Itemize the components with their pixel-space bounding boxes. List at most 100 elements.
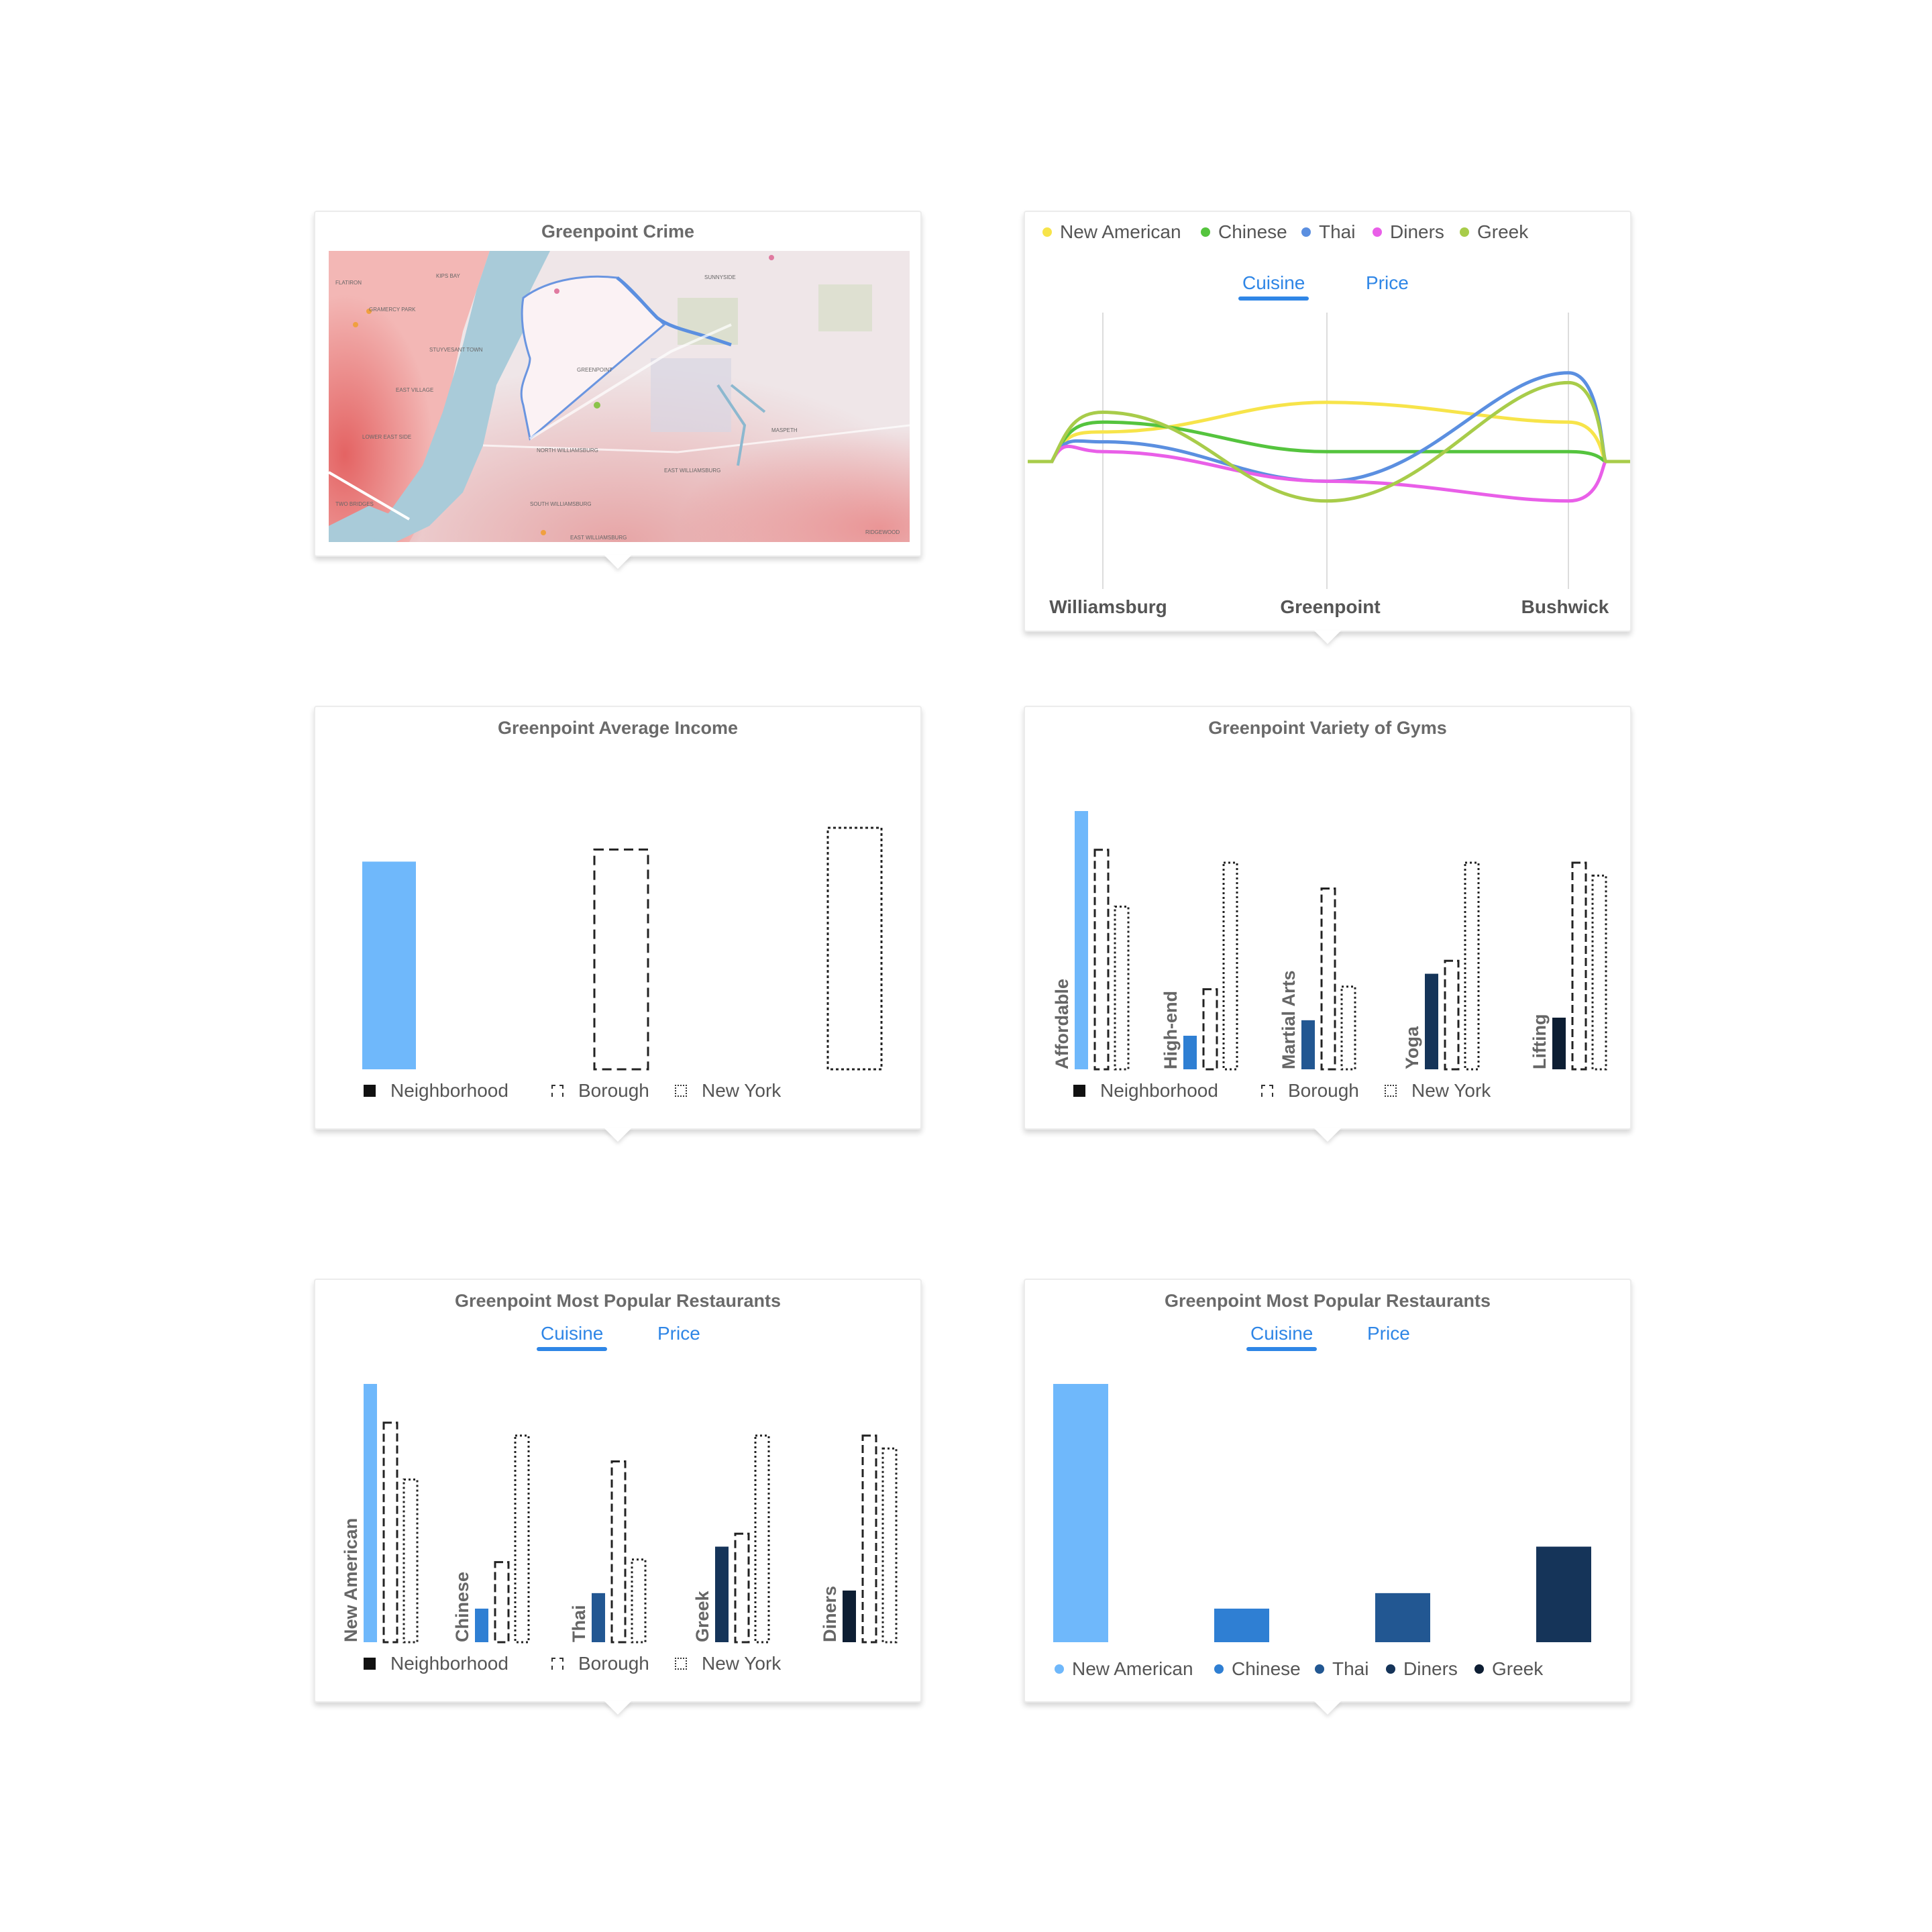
- legend-label: Chinese: [1232, 1658, 1301, 1679]
- map-labels: KIPS BAY GRAMERCY PARK STUYVESANT TOWN EAST…: [335, 273, 900, 541]
- bar-borough: [494, 1561, 510, 1644]
- map-marker[interactable]: [541, 530, 546, 535]
- bar-neighborhood: [1075, 811, 1088, 1069]
- series-line-chinese: [1028, 420, 1630, 464]
- legend-item-chinese[interactable]: Chinese: [1201, 221, 1287, 243]
- map-road-2: [482, 424, 910, 453]
- legend-label: Chinese: [1218, 221, 1287, 242]
- legend-label: New American: [1072, 1658, 1193, 1679]
- legend-item-thai[interactable]: Thai: [1315, 1658, 1368, 1680]
- map-park-2: [818, 284, 872, 331]
- x-tick-label: Bushwick: [1521, 596, 1609, 617]
- legend-label: Greek: [1477, 221, 1529, 242]
- legend-item-diners[interactable]: Diners: [1386, 1658, 1458, 1680]
- gyms-pointer: [1314, 1128, 1341, 1142]
- cuisine-lines-pointer: [1314, 631, 1341, 644]
- bar-neighborhood: [1425, 973, 1438, 1069]
- map-newtown-creek: [616, 276, 732, 347]
- crime-map[interactable]: KIPS BAY GRAMERCY PARK STUYVESANT TOWN EAST…: [329, 251, 910, 542]
- bar-new-york: [1340, 985, 1356, 1071]
- category-label: Yoga: [1402, 1026, 1422, 1069]
- bar-neighborhood: [1301, 1020, 1315, 1069]
- tab-cuisine[interactable]: Cuisine: [1238, 272, 1309, 301]
- map-label: STUYVESANT TOWN: [429, 347, 483, 353]
- legend-item-neighborhood[interactable]: Neighborhood: [364, 1653, 508, 1674]
- x-tick-label: Greenpoint: [1280, 596, 1380, 617]
- category-label: Chinese: [452, 1572, 472, 1642]
- legend-label: New American: [1060, 221, 1181, 242]
- bar-neighborhood: [364, 1384, 377, 1642]
- gyms-card: Greenpoint Variety of Gyms Affordable Hig…: [1024, 706, 1633, 1142]
- bar-borough: [593, 848, 649, 1071]
- legend-swatch: [364, 1658, 376, 1670]
- gyms-bar-chart: Affordable High-end Martial Arts Yoga Liftin…: [1052, 811, 1607, 1071]
- map-marker[interactable]: [366, 309, 372, 314]
- tab-cuisine[interactable]: Cuisine: [536, 1323, 608, 1351]
- legend-label: Neighborhood: [390, 1653, 508, 1674]
- map-bridge: [329, 471, 411, 521]
- legend-item-neighborhood[interactable]: Neighborhood: [364, 1080, 508, 1102]
- legend-dot: [1201, 227, 1210, 237]
- legend-item-borough[interactable]: Borough: [551, 1653, 649, 1674]
- legend-label: Borough: [578, 1653, 649, 1674]
- category-label: New American: [341, 1518, 361, 1642]
- income-bar-chart: [362, 826, 883, 1071]
- restaurants-grouped-legend: Neighborhood Borough New York: [315, 1653, 923, 1680]
- map-label: GREENPOINT: [577, 367, 612, 373]
- tab-cuisine[interactable]: Cuisine: [1246, 1323, 1318, 1351]
- cuisine-lines-legend: New American Chinese Thai Diners Greek: [1025, 221, 1633, 248]
- legend-label: Neighborhood: [390, 1080, 508, 1101]
- restaurants-grouped-bar-chart: New American Chinese Thai Greek Diners: [341, 1384, 898, 1644]
- series-line-thai: [1028, 371, 1630, 483]
- map-label: MASPETH: [771, 427, 798, 433]
- tab-price[interactable]: Price: [1366, 272, 1409, 293]
- legend-item-greek[interactable]: Greek: [1474, 1658, 1543, 1680]
- bar-new-york: [826, 826, 883, 1071]
- bar-borough: [1202, 988, 1218, 1071]
- legend-label: Neighborhood: [1100, 1080, 1218, 1101]
- legend-item-new-york[interactable]: New York: [1385, 1080, 1491, 1102]
- map-label: TWO BRIDGES: [335, 501, 374, 507]
- legend-swatch: [1073, 1085, 1085, 1097]
- bar-new-york: [881, 1447, 898, 1644]
- legend-swatch: [1385, 1085, 1397, 1097]
- legend-item-borough[interactable]: Borough: [551, 1080, 649, 1102]
- bar-borough: [382, 1421, 398, 1644]
- map-marker[interactable]: [554, 288, 559, 294]
- restaurants-simple-legend: New American Chinese Thai Diners Greek: [1025, 1658, 1633, 1685]
- legend-label: Thai: [1319, 221, 1356, 242]
- legend-item-thai[interactable]: Thai: [1301, 221, 1355, 243]
- bar-thai: [1375, 1593, 1430, 1642]
- legend-item-diners[interactable]: Diners: [1373, 221, 1444, 243]
- bar-new-york: [1591, 874, 1607, 1071]
- map-marker[interactable]: [769, 255, 774, 260]
- legend-item-chinese[interactable]: Chinese: [1214, 1658, 1301, 1680]
- map-marker[interactable]: [353, 322, 358, 327]
- bar-borough: [1320, 888, 1336, 1071]
- legend-item-new-york[interactable]: New York: [675, 1080, 781, 1102]
- category-label: Thai: [569, 1605, 589, 1642]
- bar-borough: [610, 1460, 627, 1644]
- category-label: Affordable: [1052, 979, 1072, 1069]
- legend-item-borough[interactable]: Borough: [1261, 1080, 1359, 1102]
- legend-label: New York: [702, 1080, 782, 1101]
- map-greenpoint-boundary[interactable]: [520, 275, 666, 441]
- gyms-title: Greenpoint Variety of Gyms: [1208, 718, 1447, 738]
- legend-dot: [1042, 227, 1052, 237]
- map-label: EAST VILLAGE: [396, 387, 433, 393]
- legend-item-greek[interactable]: Greek: [1460, 221, 1528, 243]
- tab-price[interactable]: Price: [1367, 1323, 1410, 1344]
- legend-label: Borough: [578, 1080, 649, 1101]
- bar-new-york: [1114, 905, 1130, 1071]
- legend-item-new-american[interactable]: New American: [1042, 221, 1181, 243]
- legend-item-new-american[interactable]: New American: [1055, 1658, 1193, 1680]
- legend-label: Greek: [1492, 1658, 1544, 1679]
- bar-borough: [1444, 959, 1460, 1071]
- legend-label: Diners: [1390, 221, 1444, 242]
- gyms-legend: Neighborhood Borough New York: [1025, 1080, 1633, 1107]
- tab-price[interactable]: Price: [657, 1323, 700, 1344]
- legend-item-neighborhood[interactable]: Neighborhood: [1073, 1080, 1218, 1102]
- map-marker[interactable]: [594, 402, 600, 409]
- legend-label: Thai: [1332, 1658, 1369, 1679]
- legend-item-new-york[interactable]: New York: [675, 1653, 781, 1674]
